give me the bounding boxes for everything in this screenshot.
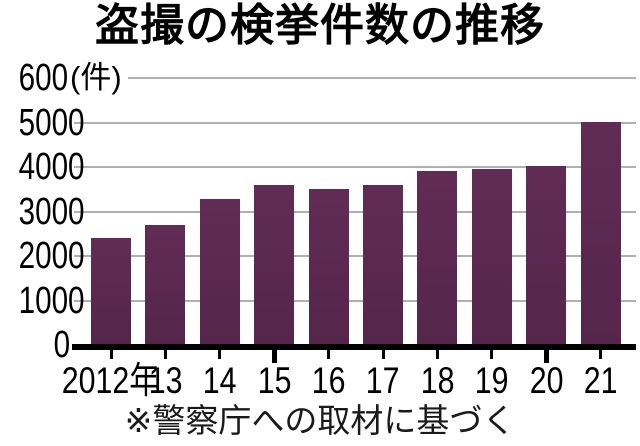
y-axis-tick-label-text: 5000 (18, 101, 85, 144)
bar (417, 170, 458, 345)
x-axis-tick-label: 20 (486, 362, 606, 400)
x-axis-tick (490, 350, 494, 359)
x-axis-tick-label: 18 (377, 362, 497, 400)
y-axis-tick-label: 2000 (0, 237, 85, 275)
x-axis-tick-label-text: 17 (366, 360, 400, 401)
bar (308, 189, 349, 345)
bar (580, 121, 621, 345)
bar (471, 169, 512, 345)
bar (254, 184, 295, 345)
y-axis-tick-label: 5000 (0, 104, 85, 142)
x-axis-tick-label-text: 16 (311, 360, 346, 401)
y-axis-tick-label-text: 0 (53, 324, 70, 366)
x-axis-tick-label: 2012年 (51, 362, 171, 400)
x-axis-tick (163, 350, 167, 359)
x-axis-tick (599, 350, 603, 359)
x-axis-tick-label: 17 (323, 362, 443, 400)
x-axis-tick-label-text: 14 (202, 360, 237, 401)
x-axis-tick-label-text: 15 (257, 360, 292, 401)
y-axis-tick-label-text: 2000 (18, 235, 85, 277)
source-note: ※警察庁への取材に基づく (124, 402, 516, 439)
x-axis-major-tick (271, 350, 277, 363)
x-axis-tick (109, 350, 113, 359)
bar (363, 185, 403, 345)
y-axis-tick-label: 0 (0, 326, 70, 364)
y-axis-tick-label: 4000 (0, 148, 85, 186)
y-axis-unit-label: (件) (68, 59, 128, 97)
gridline (74, 255, 636, 257)
chart-title: 盗撮の検挙件数の推移 (95, 1, 545, 50)
x-axis-tick (381, 350, 385, 359)
x-axis-tick-label-text: 18 (420, 360, 455, 401)
gridline (74, 299, 636, 302)
x-axis-tick-label: 15 (214, 362, 334, 400)
x-axis-tick-label-text: 19 (474, 360, 509, 401)
y-axis-tick-label: 1000 (0, 282, 85, 320)
x-axis-tick-label-text: 20 (529, 360, 564, 401)
y-axis-tick-label-text: 3000 (18, 190, 85, 233)
x-axis-major-tick (543, 350, 549, 363)
gridline (74, 210, 636, 213)
gridline (74, 166, 636, 168)
x-axis-tick-label: 16 (269, 362, 389, 400)
y-axis-tick-label: 3000 (0, 193, 85, 231)
y-axis-tick-label-text: 4000 (18, 146, 85, 188)
x-axis-tick-label-text: 2012年 (62, 360, 160, 401)
x-axis-tick-label: 21 (541, 362, 640, 400)
x-axis-tick-label-text: 21 (583, 360, 618, 401)
x-axis-tick (218, 350, 222, 359)
x-axis-tick (435, 350, 439, 359)
x-axis-tick-label: 14 (160, 362, 280, 400)
y-axis-tick-label: 6000 (0, 59, 85, 97)
x-axis-tick (327, 350, 331, 359)
x-axis-tick-label: 19 (432, 362, 552, 400)
x-axis-tick-label-text: 13 (148, 360, 183, 401)
y-axis-tick-label-text: 1000 (18, 279, 85, 322)
gridline (74, 121, 636, 124)
x-axis-line (72, 344, 636, 350)
gridline (74, 77, 636, 79)
bar (91, 238, 131, 345)
x-axis-tick-label: 13 (105, 362, 225, 400)
bar (145, 224, 186, 345)
bar (199, 199, 240, 345)
bar (526, 165, 567, 345)
